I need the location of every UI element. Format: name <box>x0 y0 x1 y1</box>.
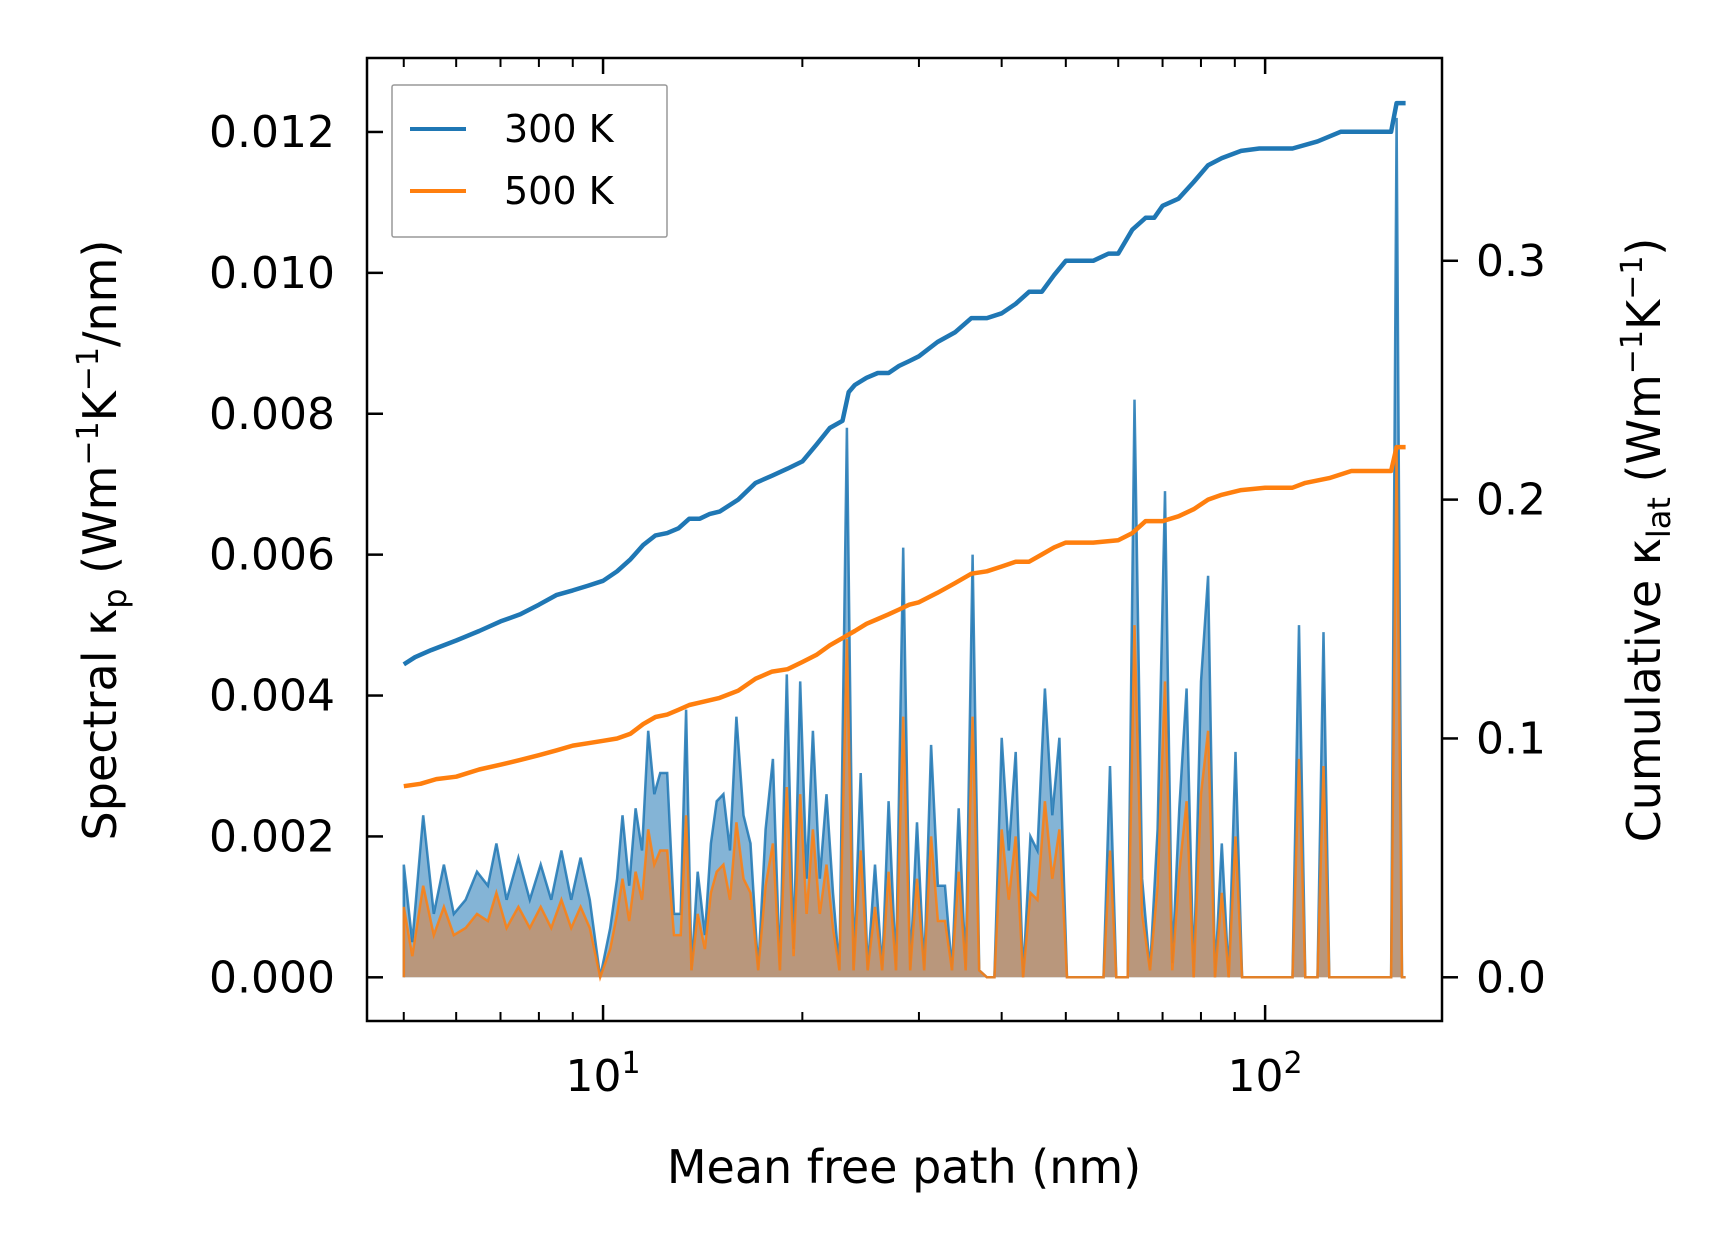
spectral-line-500k <box>402 448 1406 982</box>
plot-frame <box>365 56 1444 1023</box>
x-tick-label: 102 <box>1228 1046 1303 1102</box>
right-tick-label: 0.0 <box>1476 952 1546 1003</box>
x-tick-label: 101 <box>566 1046 641 1102</box>
legend-box <box>391 84 668 238</box>
left-tick-label: 0.000 <box>209 952 335 1003</box>
legend: 300 K 500 K <box>391 84 668 238</box>
left-tick-label: 0.004 <box>209 671 335 722</box>
right-tick-label: 0.3 <box>1476 236 1546 287</box>
x-axis-title: Mean free path (nm) <box>667 1140 1141 1194</box>
legend-label-500k: 500 K <box>504 169 615 213</box>
left-tick-label: 0.006 <box>209 530 335 581</box>
right-tick-label: 0.2 <box>1476 475 1546 526</box>
left-tick-label: 0.012 <box>209 107 335 158</box>
spectral-fill-group <box>402 117 1406 982</box>
right-axis-title: Cumulative κlat (Wm−1K−1) <box>1615 238 1678 843</box>
legend-label-300k: 300 K <box>504 107 615 151</box>
left-tick-label: 0.010 <box>209 248 335 299</box>
left-tick-label: 0.008 <box>209 389 335 440</box>
left-tick-label: 0.002 <box>209 811 335 862</box>
tick-group <box>367 58 1458 1021</box>
right-tick-label: 0.1 <box>1476 714 1546 765</box>
cumulative-line-300k <box>402 100 1406 667</box>
left-axis-title: Spectral κp (Wm−1K−1/nm) <box>71 240 134 841</box>
cumulative-line-500k <box>403 444 1406 789</box>
spectral-area-500k <box>403 449 1406 978</box>
cumulative-line-group <box>402 100 1406 789</box>
